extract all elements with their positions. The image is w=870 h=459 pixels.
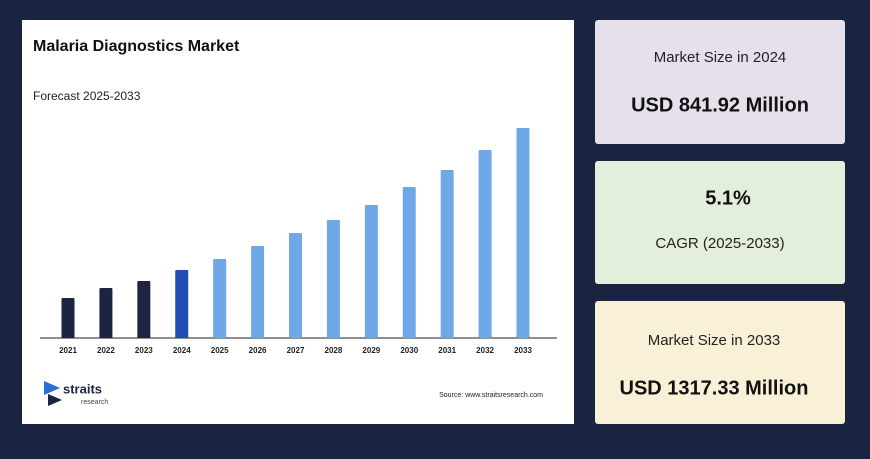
card [595, 20, 845, 144]
x-tick-label: 2026 [249, 346, 267, 355]
x-tick-label: 2021 [59, 346, 77, 355]
x-tick-label: 2029 [362, 346, 380, 355]
card-value: USD 1317.33 Million [620, 377, 809, 399]
x-tick-label: 2031 [438, 346, 456, 355]
bar [289, 233, 302, 338]
logo-icon [44, 381, 60, 395]
bar [61, 298, 75, 338]
bar [478, 150, 492, 338]
bar [99, 288, 113, 338]
bar [402, 187, 416, 338]
bar [440, 170, 454, 338]
logo-tagline: research [81, 399, 108, 406]
x-tick-label: 2028 [325, 346, 343, 355]
card-label: Market Size in 2033 [648, 332, 781, 349]
card-value: USD 841.92 Million [631, 94, 809, 116]
card [595, 161, 845, 284]
card-label: CAGR (2025-2033) [655, 235, 784, 252]
card-value: 5.1% [705, 187, 751, 209]
chart-title: Malaria Diagnostics Market [33, 38, 240, 55]
bar [516, 128, 530, 338]
logo-icon [48, 394, 62, 406]
x-tick-label: 2023 [135, 346, 153, 355]
bar [213, 259, 227, 338]
x-tick-label: 2030 [400, 346, 418, 355]
chart-subtitle: Forecast 2025-2033 [33, 89, 141, 103]
x-tick-label: 2024 [173, 346, 191, 355]
logo-name: straits [63, 381, 102, 396]
logo: straits research [44, 381, 108, 406]
x-tick-label: 2032 [476, 346, 494, 355]
x-tick-label: 2033 [514, 346, 532, 355]
x-tick-label: 2027 [287, 346, 305, 355]
bar [137, 281, 151, 338]
x-tick-label: 2022 [97, 346, 115, 355]
bar [175, 270, 189, 338]
card-label: Market Size in 2024 [654, 49, 787, 66]
card [595, 301, 845, 424]
bar [251, 246, 265, 338]
bar [326, 220, 340, 338]
bar [364, 205, 378, 338]
source-note: Source: www.straitsresearch.com [439, 392, 543, 399]
x-tick-label: 2025 [211, 346, 229, 355]
